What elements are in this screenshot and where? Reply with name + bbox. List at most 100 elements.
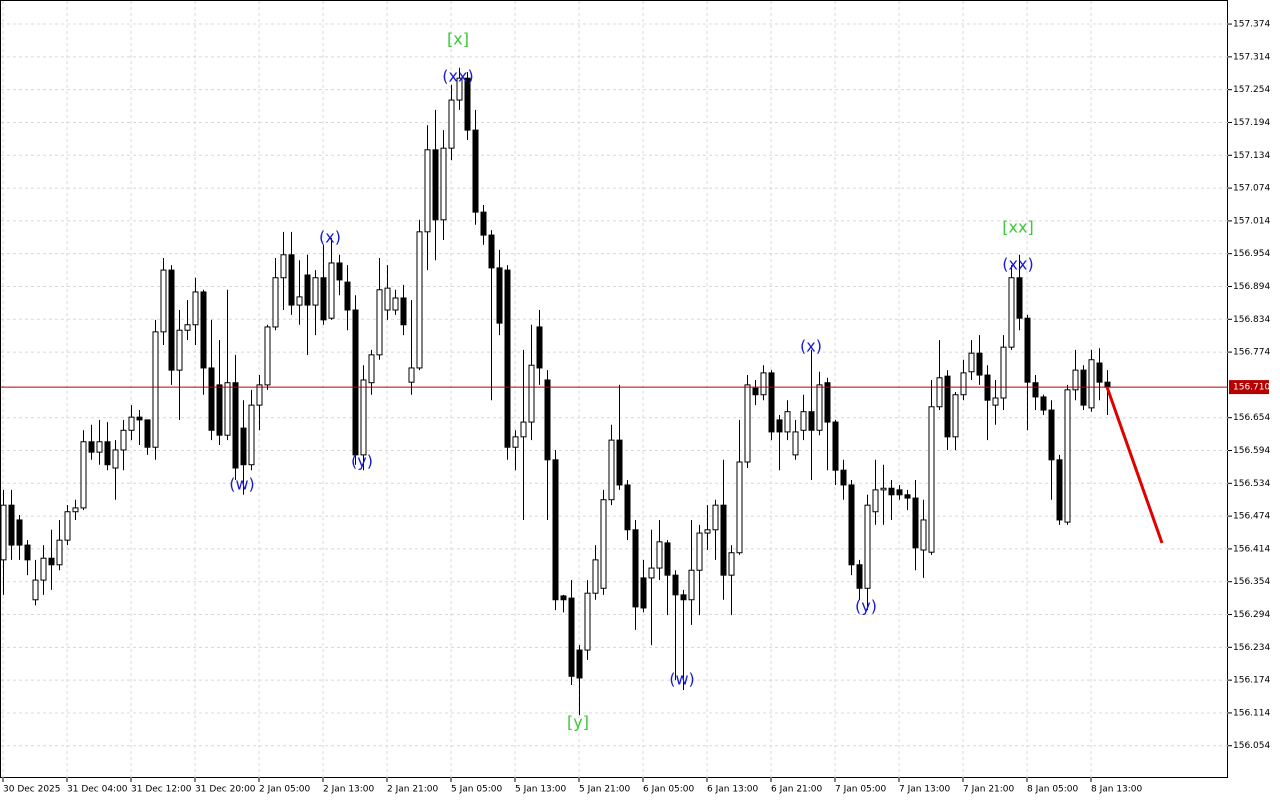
candle-body <box>208 367 215 431</box>
candle-body <box>728 552 735 576</box>
candle-body <box>24 544 31 561</box>
candle-body <box>848 484 855 566</box>
candle-body <box>680 594 687 601</box>
candle-body <box>48 557 55 566</box>
candles <box>0 67 1228 716</box>
candle-body <box>216 384 223 436</box>
candle-body <box>504 269 511 448</box>
candle-body <box>496 267 503 324</box>
candle-body <box>256 384 263 406</box>
candle-body <box>480 211 487 236</box>
candle-body <box>1032 382 1039 398</box>
candle-body <box>560 595 567 601</box>
candle-body <box>992 397 999 406</box>
candle-body <box>160 269 167 333</box>
candle-body <box>432 149 439 221</box>
candle-body <box>1104 381 1111 388</box>
candle-body <box>56 539 63 566</box>
candle-body <box>584 592 591 651</box>
y-tick-label: 156.774 <box>1233 348 1270 358</box>
plot-frame <box>0 0 1228 778</box>
candle-body <box>688 569 695 601</box>
candle-body <box>720 504 727 576</box>
y-tick-label: 156.954 <box>1233 249 1270 259</box>
y-tick-label: 156.594 <box>1233 446 1270 456</box>
candle-body <box>544 379 551 461</box>
y-tick-label: 156.414 <box>1233 544 1270 554</box>
candle-body <box>376 289 383 356</box>
y-tick-label: 156.534 <box>1233 479 1270 489</box>
candle-body <box>344 281 351 311</box>
candle-body <box>264 326 271 386</box>
candle-body <box>312 277 319 306</box>
candle-body <box>752 387 759 396</box>
current-price-box <box>1229 380 1269 395</box>
candle-body <box>896 489 903 496</box>
candle-body <box>240 427 247 466</box>
candle-body <box>824 382 831 423</box>
candle-body <box>472 129 479 213</box>
candle-body <box>32 579 39 601</box>
x-tick-label: 7 Jan 13:00 <box>899 785 951 795</box>
y-tick-label: 156.894 <box>1233 282 1270 292</box>
candle-body <box>152 331 159 448</box>
candle-body <box>1072 369 1079 391</box>
x-tick-label: 31 Dec 20:00 <box>195 785 256 795</box>
candle-body <box>360 379 367 456</box>
candle-body <box>352 309 359 456</box>
y-tick-label: 156.234 <box>1233 643 1270 653</box>
candle-body <box>656 541 663 569</box>
candle-body <box>296 296 303 306</box>
candle-body <box>520 421 527 438</box>
x-tick-label: 8 Jan 13:00 <box>1091 785 1143 795</box>
candle-body <box>808 411 815 431</box>
candle-body <box>1056 459 1063 521</box>
candle-body <box>392 297 399 311</box>
candle-body <box>328 262 335 319</box>
x-tick-label: 2 Jan 13:00 <box>323 785 375 795</box>
candle-body <box>488 234 495 269</box>
candle-body <box>624 484 631 531</box>
candle-body <box>1064 389 1071 523</box>
candle-body <box>8 504 15 546</box>
y-tick-label: 157.134 <box>1233 151 1270 161</box>
candle-body <box>368 354 375 384</box>
candle-body <box>416 231 423 369</box>
y-tick-label: 157.314 <box>1233 52 1270 62</box>
candle-body <box>920 519 927 551</box>
candle-body <box>1000 346 1007 399</box>
x-tick-label: 5 Jan 13:00 <box>515 785 567 795</box>
candle-body <box>832 421 839 471</box>
candle-body <box>40 557 47 581</box>
x-tick-label: 5 Jan 05:00 <box>451 785 503 795</box>
candle-body <box>96 441 103 453</box>
candle-body <box>912 497 919 549</box>
candle-body <box>952 394 959 438</box>
candle-body <box>1088 359 1095 409</box>
candle-body <box>336 262 343 281</box>
y-tick-label: 156.114 <box>1233 708 1270 718</box>
candle-body <box>592 559 599 594</box>
candle-body <box>712 504 719 531</box>
candle-body <box>464 77 471 131</box>
candle-body <box>744 384 751 463</box>
candle-body <box>640 577 647 609</box>
candle-body <box>80 441 87 509</box>
candle-body <box>536 326 543 369</box>
candle-body <box>1048 409 1055 461</box>
candle-body <box>424 149 431 233</box>
y-tick-label: 156.294 <box>1233 610 1270 620</box>
candle-body <box>224 382 231 436</box>
wave-label: (xx) <box>1002 255 1033 274</box>
candle-body <box>768 372 775 433</box>
candle-body <box>232 382 239 469</box>
candle-body <box>1096 362 1103 383</box>
candle-body <box>1016 277 1023 319</box>
y-tick-label: 157.374 <box>1233 20 1270 30</box>
candle-body <box>664 542 671 576</box>
candle-body <box>400 297 407 326</box>
x-tick-label: 30 Dec 2025 <box>3 785 61 795</box>
candle-body <box>600 499 607 589</box>
y-tick-label: 157.194 <box>1233 118 1270 128</box>
candle-body <box>736 461 743 554</box>
